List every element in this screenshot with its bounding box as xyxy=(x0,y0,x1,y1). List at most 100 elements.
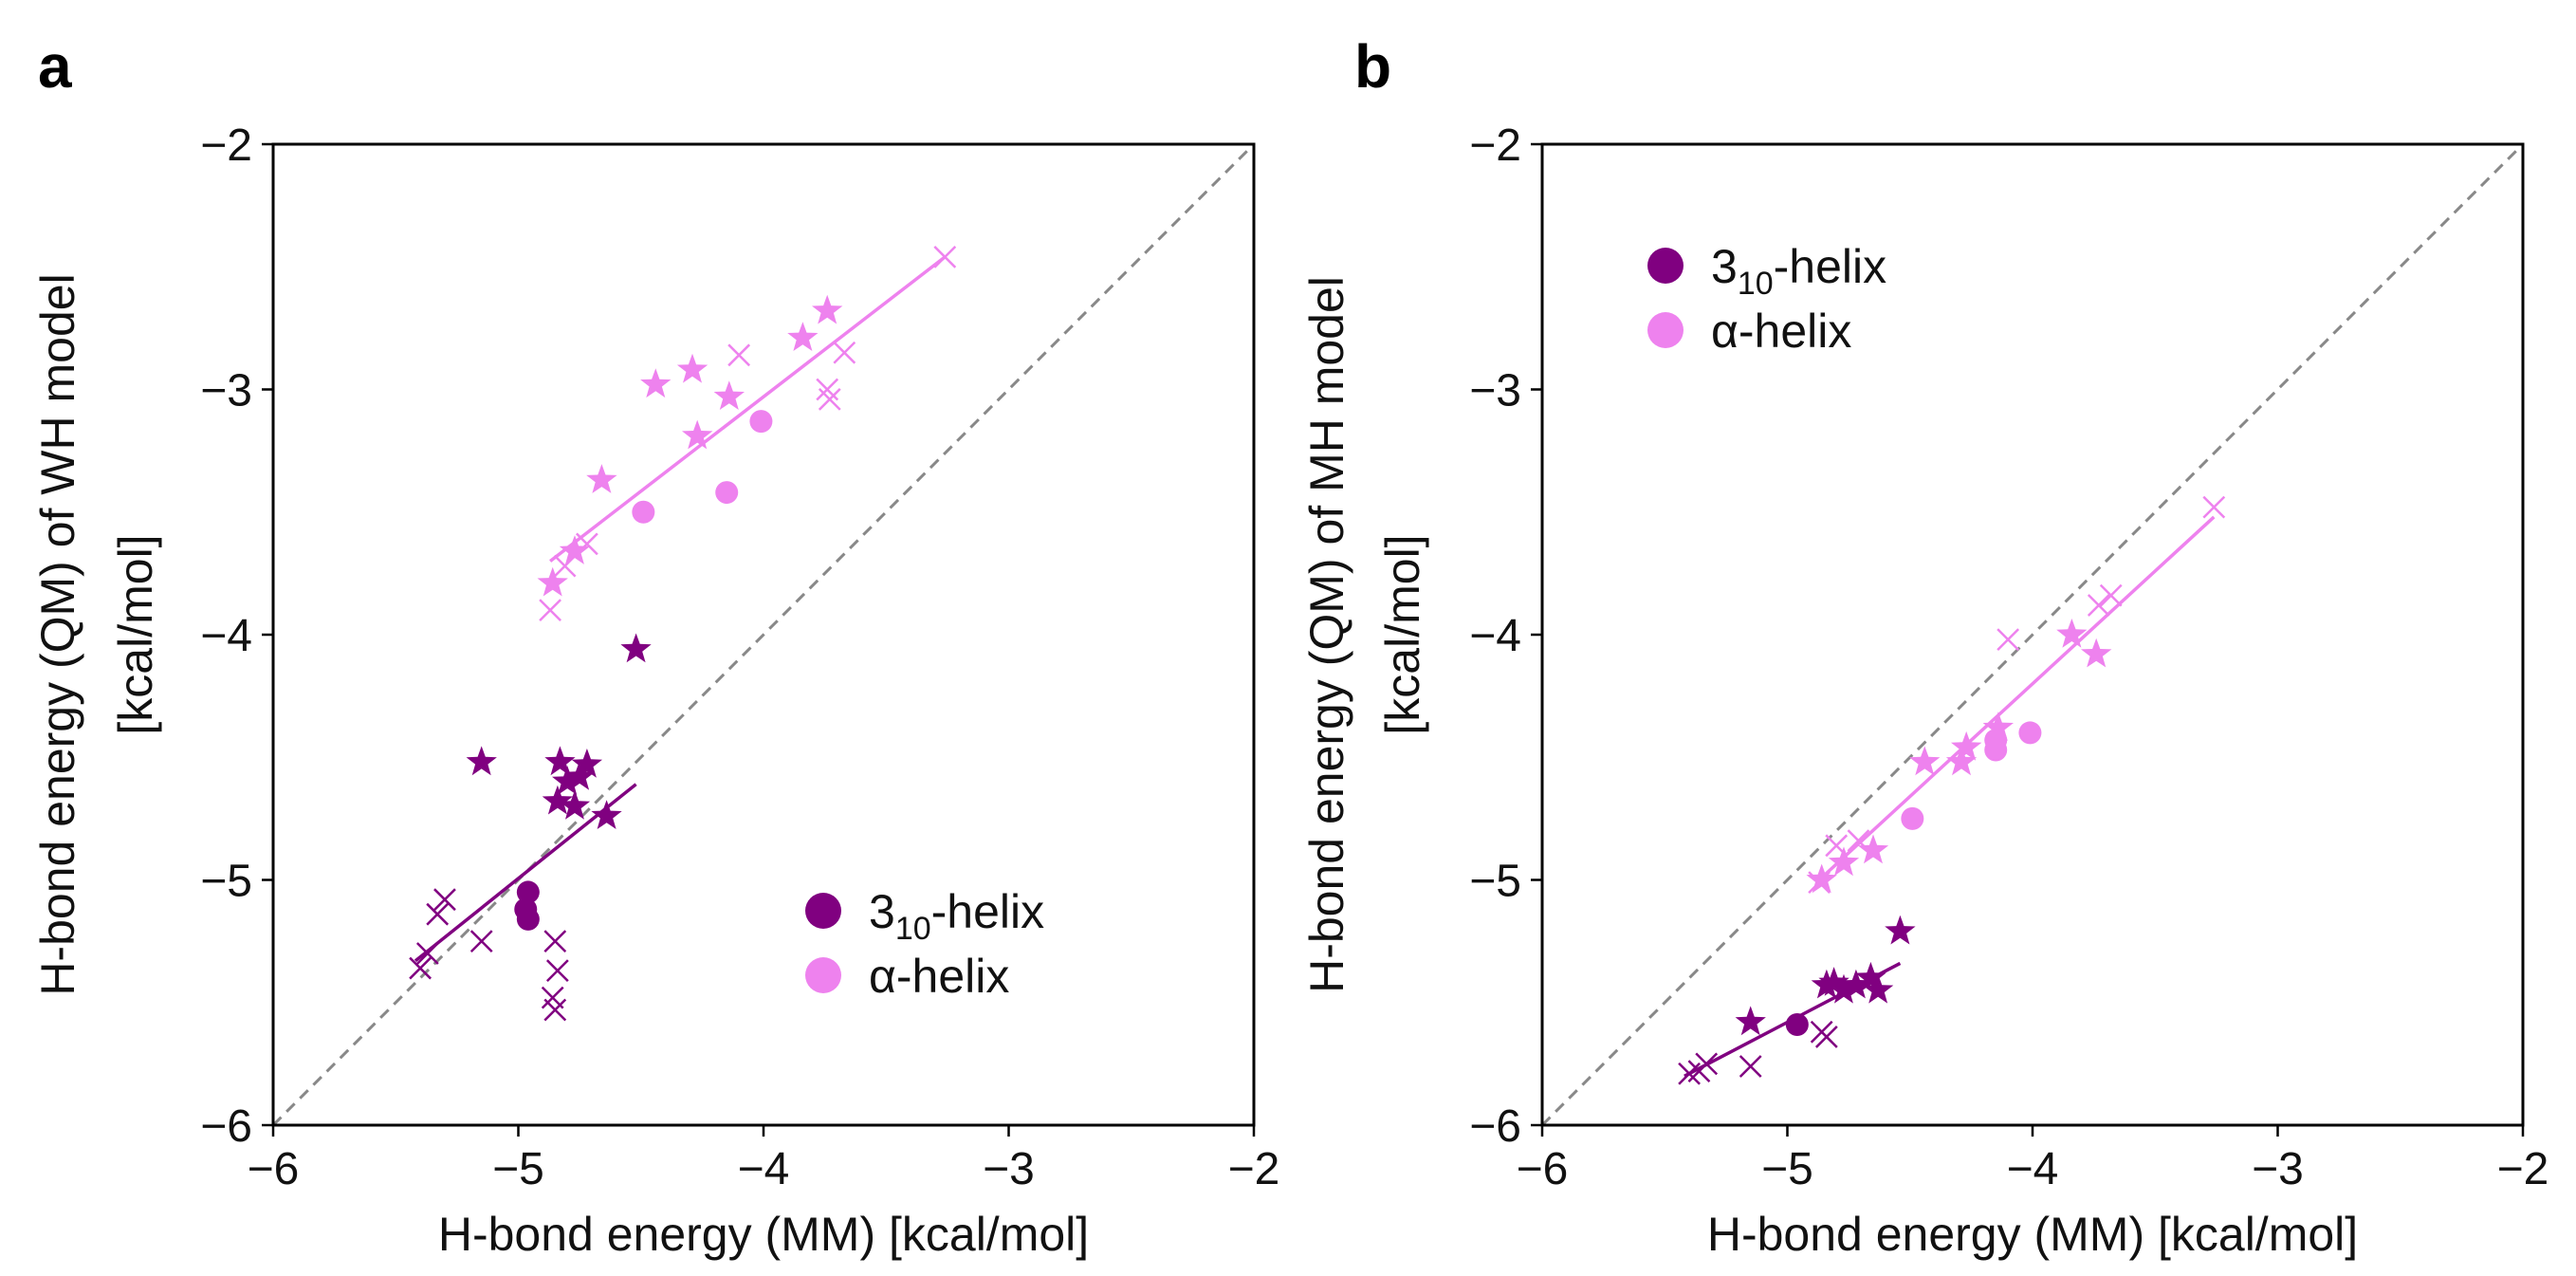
cross-point xyxy=(1996,628,2020,652)
x-tick-label: −2 xyxy=(2497,1144,2549,1194)
series-alpha-helix xyxy=(537,246,957,622)
legend-label-subscript: 10 xyxy=(1738,266,1774,302)
circle-point xyxy=(1785,1013,1809,1037)
star-point xyxy=(1855,961,1886,991)
series-3-10-helix xyxy=(409,633,652,1022)
star-point xyxy=(1951,730,1982,761)
x-tick-label: −4 xyxy=(738,1144,790,1194)
x-tick-label: −2 xyxy=(1228,1144,1280,1194)
cross-point xyxy=(469,930,493,953)
fit-line xyxy=(1817,515,2216,881)
star-point xyxy=(1982,712,2014,741)
circle-point xyxy=(749,410,773,434)
plot-frame xyxy=(271,142,1256,1127)
y-tick-label: −6 xyxy=(200,1101,252,1152)
star-point xyxy=(1806,863,1837,894)
cross-point xyxy=(433,888,456,912)
cross-point xyxy=(933,246,957,268)
fit-line xyxy=(549,255,947,563)
star-point xyxy=(1857,834,1889,864)
star-point xyxy=(682,419,713,450)
star-point xyxy=(620,633,652,663)
cross-point xyxy=(539,599,561,622)
cross-point xyxy=(543,930,567,953)
y-axis-label-units: [kcal/mol] xyxy=(109,534,162,734)
panel-letter: b xyxy=(1354,32,1391,101)
y-tick-label: −4 xyxy=(1469,611,1521,661)
legend-marker xyxy=(1647,312,1684,348)
star-point xyxy=(1863,973,1894,1004)
legend-label: α-helix xyxy=(1711,305,1851,358)
y-tick-label: −3 xyxy=(1469,366,1521,416)
legend-label-suffix: -helix xyxy=(1774,240,1886,293)
panel-a: a −6 −5 −4 −3 −2 −6 −5 −4 −3 −2 H-bond energy (MM) … xyxy=(31,32,1279,1261)
legend-label: 310-helix xyxy=(1711,240,1886,302)
x-tick-label: −5 xyxy=(492,1144,544,1194)
panel-b: b −6 −5 −4 −3 −2 −6 −5 −4 −3 −2 H-bond energy (MM) … xyxy=(1300,32,2548,1261)
y-tick-label: −2 xyxy=(200,120,252,171)
cross-point xyxy=(1695,1052,1719,1076)
circle-point xyxy=(516,880,540,904)
cross-point xyxy=(833,341,856,364)
cross-point xyxy=(543,998,567,1022)
star-point xyxy=(537,566,568,597)
star-point xyxy=(787,322,819,351)
star-point xyxy=(571,749,602,778)
y-axis-label-units: [kcal/mol] xyxy=(1376,534,1429,734)
y-axis-label: H-bond energy (QM) of MH model xyxy=(1300,276,1353,993)
legend-marker xyxy=(1647,248,1684,284)
cross-point xyxy=(545,959,569,983)
legend-label-main: 3 xyxy=(869,885,895,938)
x-tick-label: −3 xyxy=(983,1144,1035,1194)
legend-label-main: α-helix xyxy=(869,950,1009,1003)
y-tick-label: −5 xyxy=(200,857,252,907)
x-tick-label: −3 xyxy=(2252,1144,2304,1194)
x-axis-label: H-bond energy (MM) [kcal/mol] xyxy=(1707,1208,2358,1261)
y-tick-label: −4 xyxy=(200,611,252,661)
x-tick-label: −6 xyxy=(1517,1144,1569,1194)
cross-point xyxy=(1739,1055,1762,1078)
star-point xyxy=(586,464,617,493)
x-axis-label: H-bond energy (MM) [kcal/mol] xyxy=(438,1208,1089,1261)
star-point xyxy=(542,785,573,815)
star-point xyxy=(1828,846,1860,877)
series-3-10-helix xyxy=(1678,915,1916,1085)
star-point xyxy=(591,800,622,829)
cross-point xyxy=(2202,495,2226,519)
series-alpha-helix xyxy=(1806,495,2226,894)
star-point xyxy=(552,766,583,795)
star-point xyxy=(564,760,596,790)
star-point xyxy=(559,790,591,820)
diagonal-line xyxy=(1540,142,2525,1127)
y-tick-label: −6 xyxy=(1469,1101,1521,1152)
cross-point xyxy=(2099,583,2123,607)
star-point xyxy=(640,368,672,398)
star-point xyxy=(1818,967,1849,996)
legend-marker xyxy=(805,893,841,929)
cross-point xyxy=(818,387,841,411)
circle-point xyxy=(632,500,655,524)
x-tick-label: −6 xyxy=(248,1144,300,1194)
legend-label: α-helix xyxy=(869,950,1009,1003)
star-point xyxy=(466,746,497,776)
star-point xyxy=(559,535,591,564)
star-point xyxy=(713,380,745,410)
circle-point xyxy=(516,907,540,931)
circle-point xyxy=(1901,806,1924,830)
plot-frame xyxy=(1540,142,2525,1127)
star-point xyxy=(812,294,843,324)
legend-label-main: α-helix xyxy=(1711,305,1851,358)
y-tick-label: −5 xyxy=(1469,857,1521,907)
cross-point xyxy=(727,343,751,367)
circle-point xyxy=(1984,729,2008,752)
legend-label: 310-helix xyxy=(869,885,1044,947)
star-point xyxy=(1840,969,1871,999)
star-point xyxy=(1945,746,1978,776)
legend-marker xyxy=(805,957,841,993)
x-tick-label: −5 xyxy=(1761,1144,1813,1194)
circle-point xyxy=(2018,721,2042,745)
star-point xyxy=(1885,915,1916,945)
star-point xyxy=(1735,1006,1766,1036)
y-axis-label: H-bond energy (QM) of WH model xyxy=(31,273,84,995)
